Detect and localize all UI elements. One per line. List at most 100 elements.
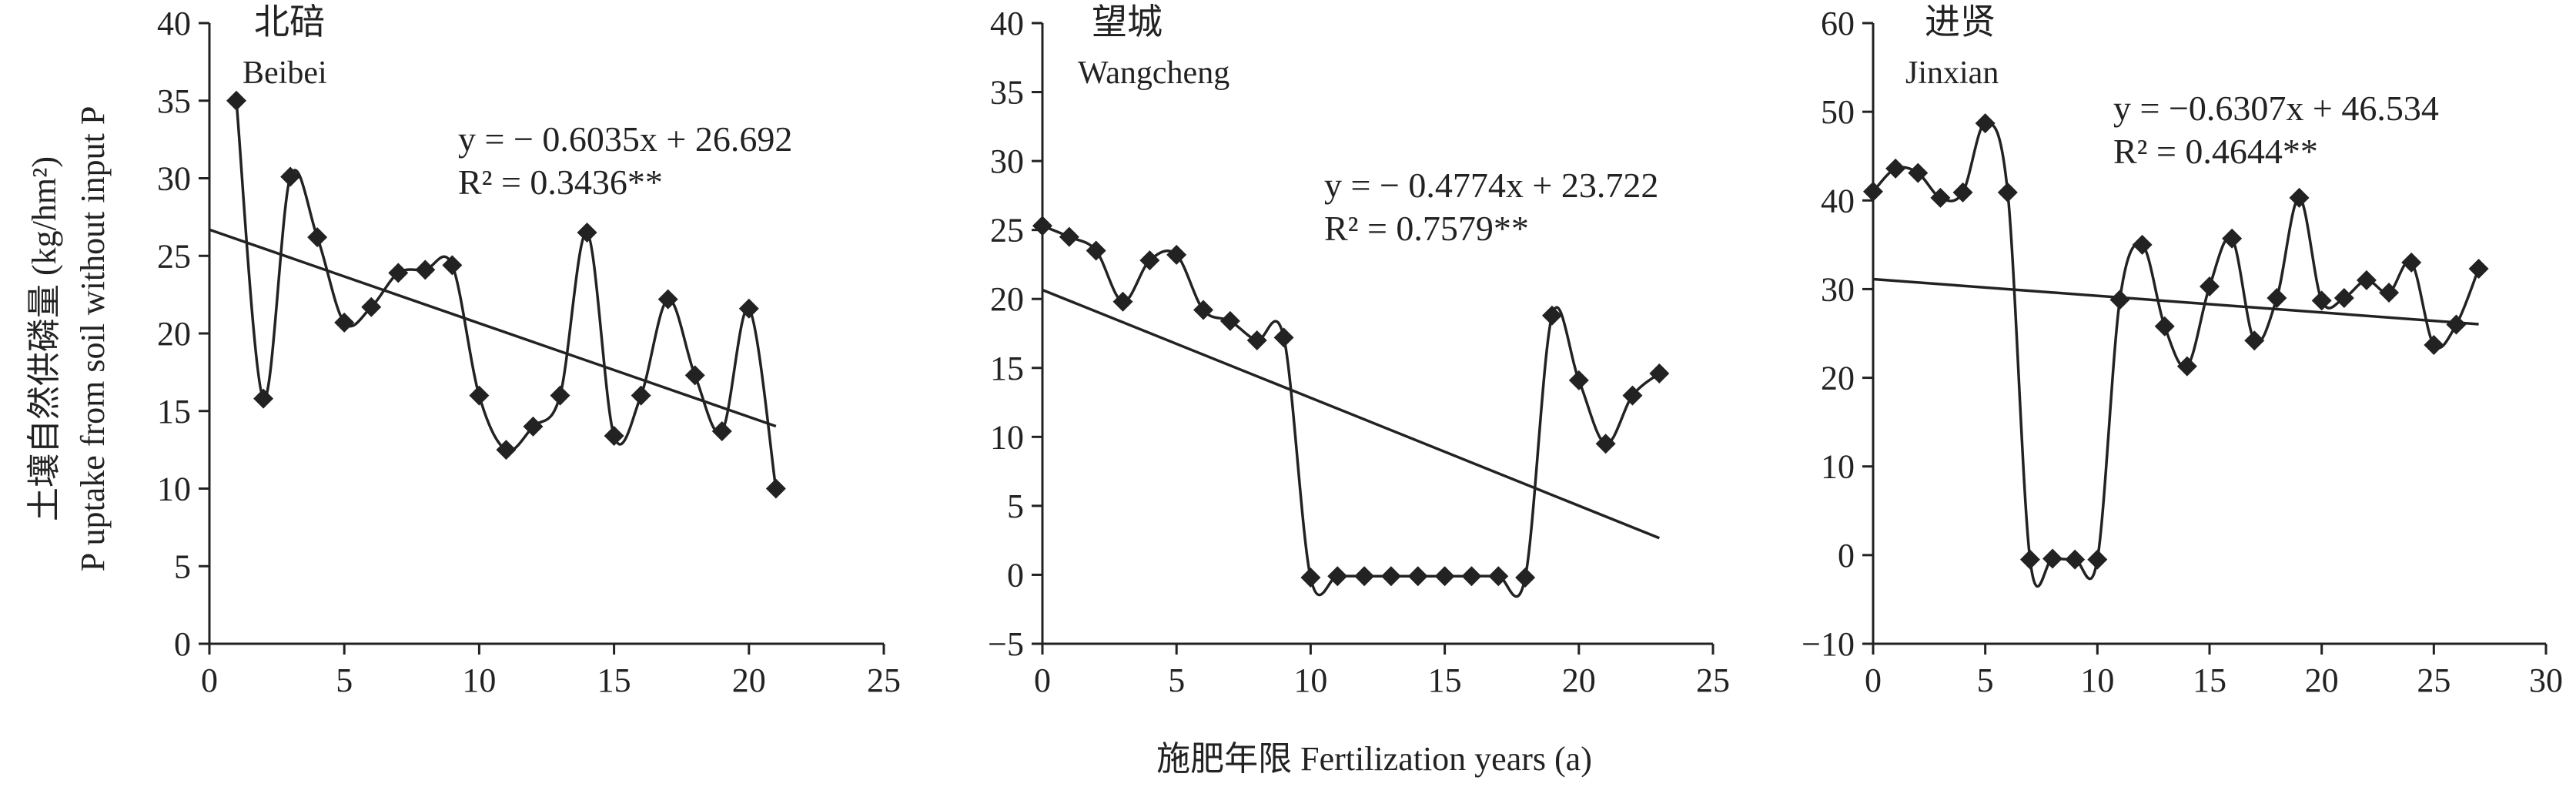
data-point bbox=[1300, 568, 1321, 588]
y-axis-label: 土壤自然供磷量 (kg/hm²) P uptake from soil with… bbox=[25, 106, 112, 572]
data-point bbox=[1086, 240, 1106, 261]
data-point bbox=[1327, 566, 1348, 587]
y-axis-label-en: P uptake from soil without input P bbox=[74, 106, 112, 572]
data-point bbox=[2244, 330, 2265, 351]
data-point bbox=[1273, 327, 1294, 348]
data-point bbox=[2333, 287, 2354, 308]
x-tick-label: 25 bbox=[1696, 661, 1730, 699]
y-tick-label: 60 bbox=[1821, 5, 1855, 42]
data-point bbox=[1863, 181, 1883, 202]
y-tick-label: 30 bbox=[157, 160, 191, 198]
data-point bbox=[765, 478, 786, 499]
data-point bbox=[2468, 258, 2489, 279]
r-squared: R² = 0.7579** bbox=[1324, 209, 1529, 248]
data-point bbox=[738, 298, 759, 319]
x-tick-label: 10 bbox=[1293, 661, 1327, 699]
data-point bbox=[469, 385, 490, 406]
y-tick-label: 10 bbox=[157, 471, 191, 508]
data-point bbox=[2065, 549, 2086, 570]
panel-beibei: 北碚 Beibei y = − 0.6035x + 26.692 R² = 0.… bbox=[157, 2, 901, 699]
data-point bbox=[1952, 182, 1973, 203]
data-point bbox=[253, 388, 274, 409]
data-point bbox=[1246, 330, 1267, 350]
y-tick-label: 15 bbox=[157, 393, 191, 430]
y-tick-label: 30 bbox=[990, 142, 1024, 180]
panel-title-en: Beibei bbox=[243, 55, 327, 91]
y-tick-label: −10 bbox=[1802, 625, 1855, 663]
data-point bbox=[2311, 290, 2332, 311]
data-point bbox=[2379, 283, 2400, 303]
data-point bbox=[2424, 334, 2444, 355]
x-tick-label: 0 bbox=[201, 661, 218, 699]
y-tick-label: 35 bbox=[157, 82, 191, 120]
y-tick-label: 20 bbox=[157, 315, 191, 353]
data-point bbox=[550, 385, 570, 406]
panel-title-cn: 北碚 bbox=[254, 2, 325, 42]
x-tick-label: 20 bbox=[732, 661, 766, 699]
y-tick-label: 50 bbox=[1821, 93, 1855, 131]
x-tick-label: 25 bbox=[2417, 661, 2451, 699]
x-tick-label: 15 bbox=[597, 661, 631, 699]
x-tick-label: 20 bbox=[2305, 661, 2339, 699]
data-point bbox=[2154, 316, 2175, 337]
trend-line bbox=[1042, 288, 1660, 540]
y-tick-label: 20 bbox=[1821, 360, 1855, 397]
data-point bbox=[1515, 568, 1536, 588]
y-tick-label: 40 bbox=[1821, 182, 1855, 219]
data-point bbox=[2200, 276, 2220, 296]
data-point bbox=[1975, 113, 1996, 134]
data-point bbox=[1488, 566, 1509, 587]
data-point bbox=[280, 166, 301, 187]
x-tick-label: 30 bbox=[2529, 661, 2563, 699]
y-tick-label: 5 bbox=[174, 548, 191, 585]
data-point bbox=[361, 296, 382, 317]
data-point bbox=[2042, 548, 2063, 569]
panel-jinxian: 进贤 Jinxian y = −0.6307x + 46.534 R² = 0.… bbox=[1802, 2, 2563, 699]
data-point bbox=[1595, 434, 1616, 454]
data-point bbox=[1885, 158, 1906, 179]
data-point bbox=[1908, 162, 1929, 183]
data-point bbox=[1166, 244, 1187, 265]
y-tick-label: 0 bbox=[1007, 556, 1024, 594]
r-squared: R² = 0.3436** bbox=[458, 162, 663, 202]
y-axis-label-cn: 土壤自然供磷量 (kg/hm²) bbox=[25, 156, 63, 521]
x-tick-label: 5 bbox=[1977, 661, 1994, 699]
data-point bbox=[1434, 566, 1455, 587]
y-tick-label: 40 bbox=[990, 5, 1024, 42]
data-point bbox=[442, 255, 463, 276]
data-point bbox=[684, 365, 705, 386]
x-tick-label: 15 bbox=[2193, 661, 2226, 699]
y-tick-label: 10 bbox=[1821, 448, 1855, 486]
data-point bbox=[1649, 363, 1670, 383]
data-point bbox=[1193, 300, 1214, 320]
x-tick-label: 0 bbox=[1034, 661, 1051, 699]
y-tick-label: 5 bbox=[1007, 487, 1024, 525]
data-point bbox=[1380, 566, 1401, 587]
data-point bbox=[388, 263, 409, 283]
data-point bbox=[334, 312, 355, 333]
data-point bbox=[2267, 287, 2287, 308]
data-point bbox=[1219, 310, 1240, 331]
x-tick-label: 0 bbox=[1865, 661, 1882, 699]
y-tick-label: 0 bbox=[1838, 537, 1855, 574]
x-tick-label: 10 bbox=[2080, 661, 2114, 699]
data-point bbox=[1407, 566, 1428, 587]
data-point bbox=[415, 260, 436, 280]
data-point bbox=[2401, 252, 2422, 273]
panel-title-en: Jinxian bbox=[1905, 55, 1999, 91]
data-point bbox=[2087, 549, 2108, 570]
data-point bbox=[2109, 290, 2130, 310]
data-point bbox=[1997, 182, 2018, 203]
data-point bbox=[2289, 187, 2310, 208]
data-point bbox=[1568, 370, 1589, 390]
x-tick-label: 5 bbox=[1168, 661, 1185, 699]
data-point bbox=[1622, 385, 1643, 406]
x-axis-label: 施肥年限 Fertilization years (a) bbox=[1156, 740, 1592, 778]
data-point bbox=[2132, 234, 2153, 255]
y-tick-label: 30 bbox=[1821, 270, 1855, 308]
x-tick-label: 20 bbox=[1562, 661, 1596, 699]
data-point bbox=[577, 223, 597, 243]
y-tick-label: 25 bbox=[990, 212, 1024, 249]
data-point bbox=[1354, 566, 1375, 587]
